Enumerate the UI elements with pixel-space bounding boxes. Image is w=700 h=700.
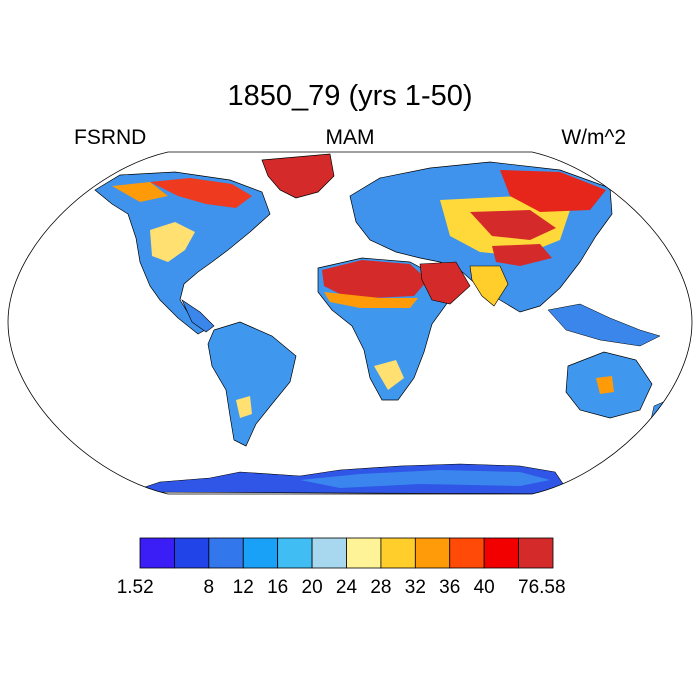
- colorbar-label-11: 76.58: [518, 577, 566, 598]
- colorbar-swatch-4: [242, 537, 279, 569]
- sahel-orange: [324, 292, 418, 308]
- colorbar-swatch-3: [208, 537, 244, 569]
- colorbar-label-1: 1.52: [117, 577, 154, 598]
- map-boundary: [7, 151, 693, 495]
- south-america: [207, 321, 297, 447]
- colorbar-swatch-2: [174, 537, 210, 569]
- colorbar-label-7: 28: [370, 577, 391, 598]
- colorbar-label-5: 20: [302, 577, 323, 598]
- na-yellow-band: [150, 222, 195, 262]
- southeast-asia: [547, 303, 661, 347]
- colorbar-swatch-6: [311, 537, 347, 569]
- land-fill: [94, 153, 669, 494]
- colorbar-label-8: 32: [405, 577, 426, 598]
- colorbar-label-2: 8: [204, 577, 215, 598]
- north-america: [94, 171, 271, 335]
- variable-label: FSRND: [74, 126, 147, 149]
- greenland: [261, 153, 335, 199]
- colorbar-swatch-9: [414, 537, 451, 569]
- antarctica-coast: [300, 470, 550, 488]
- colorbar: 1.52 8 12 16 20 24 28 32 36 40 76.58: [117, 537, 566, 598]
- sa-yellow: [236, 396, 252, 418]
- colorbar-label-3: 12: [233, 577, 254, 598]
- central-asia-red: [470, 210, 556, 240]
- australia-orange: [596, 376, 614, 394]
- siberia-red: [500, 170, 606, 212]
- new-zealand: [649, 399, 669, 425]
- colorbar-swatch-10: [449, 537, 485, 569]
- colorbar-swatch-7: [346, 537, 382, 569]
- colorbar-swatch-12: [518, 537, 554, 569]
- map-title: 1850_79 (yrs 1-50): [227, 80, 473, 112]
- colorbar-swatch-5: [277, 537, 313, 569]
- colorbar-label-4: 16: [267, 577, 288, 598]
- colorbar-swatch-8: [380, 537, 416, 569]
- canada-red: [150, 178, 252, 208]
- arabia: [419, 261, 471, 305]
- canada-orange: [112, 182, 168, 202]
- season-label: MAM: [325, 126, 375, 149]
- colorbar-label-6: 24: [336, 577, 358, 598]
- india: [469, 265, 509, 307]
- southern-africa-yellow: [374, 360, 404, 390]
- colorbar-label-10: 40: [474, 577, 495, 598]
- sahara-red: [322, 260, 428, 298]
- colorbar-label-9: 36: [439, 577, 460, 598]
- tibet-red: [492, 244, 552, 266]
- central-america: [181, 299, 215, 333]
- units-label: W/m^2: [561, 126, 626, 149]
- colorbar-swatch-11: [483, 537, 519, 569]
- colorbar-swatch-1: [139, 537, 175, 569]
